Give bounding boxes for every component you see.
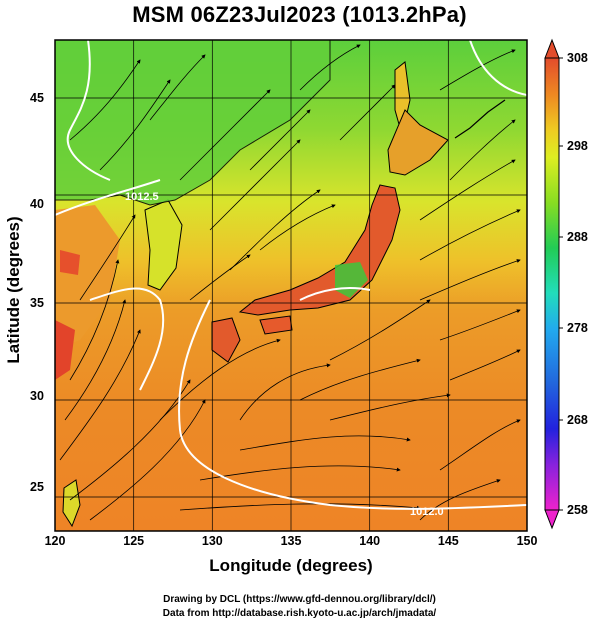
isobar-label: 1012.5 (125, 191, 159, 203)
plot-frame (54, 39, 528, 532)
colorbar-tick-label: 288 (567, 230, 588, 244)
continent-land (55, 40, 331, 206)
lat-lon-grid (55, 40, 527, 531)
isobar-label: 1012.0 (410, 506, 444, 518)
x-tick-label: 135 (280, 534, 302, 548)
x-axis-label: Longitude (degrees) (209, 556, 373, 575)
colorbar-tick-label: 258 (567, 503, 588, 517)
x-tick-label: 145 (437, 534, 459, 548)
kuril-islands (454, 99, 506, 139)
korea-land (144, 199, 183, 291)
colorbar-tick-label: 298 (567, 139, 588, 153)
warm-patch (60, 250, 80, 275)
y-tick-label: 35 (30, 296, 44, 310)
credit-data: Data from http://database.rish.kyoto-u.a… (162, 608, 437, 619)
colorbar-ticks (559, 57, 563, 511)
china-coast-warm (55, 205, 120, 350)
x-tick-label: 140 (359, 534, 381, 548)
colorbar-tick-label: 278 (567, 321, 588, 335)
isobars (55, 40, 527, 510)
chart-title: MSM 06Z23Jul2023 (1013.2hPa) (132, 2, 467, 27)
x-tick-label: 125 (123, 534, 145, 548)
y-tick-label: 25 (30, 480, 44, 494)
x-tick-label: 120 (44, 534, 66, 548)
x-tick-label: 150 (516, 534, 538, 548)
colorbar-max-arrow (544, 38, 560, 59)
credit-drawing: Drawing by DCL (https://www.gfd-dennou.o… (163, 594, 436, 605)
x-tick-label: 130 (201, 534, 223, 548)
colorbar-tick-label: 268 (567, 413, 588, 427)
wind-streamlines (59, 44, 521, 521)
y-tick-label: 30 (30, 389, 44, 403)
taiwan-land (62, 479, 81, 528)
colorbar-tick-label: 308 (567, 51, 588, 65)
y-tick-label: 40 (30, 197, 44, 211)
map-field: 1012.5 1012.0 (55, 40, 527, 531)
y-axis-label: Latitude (degrees) (4, 216, 23, 364)
y-tick-label: 45 (30, 91, 44, 105)
colorbar-min-arrow (544, 509, 560, 530)
warm-patch (55, 320, 75, 380)
colorbar (544, 57, 560, 511)
shikoku-land (259, 315, 293, 335)
hokkaido-land (387, 109, 449, 176)
